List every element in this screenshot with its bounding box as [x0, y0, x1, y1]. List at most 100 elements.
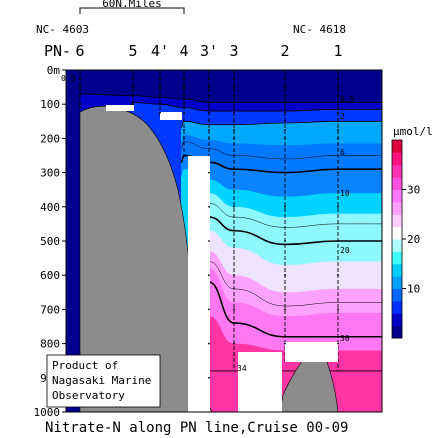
contour-line-2: [129, 102, 382, 112]
sample-point: [337, 137, 339, 140]
y-tick-label: 800: [40, 338, 60, 351]
colorbar-band: [392, 313, 402, 327]
sample-point: [337, 205, 339, 208]
contour-label-10: 10: [340, 189, 350, 198]
sample-point: [233, 111, 235, 114]
colorbar-unit: μmol/l: [393, 125, 433, 138]
station-label-3: 4: [179, 42, 188, 60]
sample-point: [159, 86, 161, 88]
contour-label-30: 30: [340, 334, 350, 343]
y-tick-label: 300: [40, 167, 60, 180]
y-tick-label: 500: [40, 235, 60, 248]
sample-point: [233, 240, 235, 242]
sample-point: [233, 86, 235, 88]
plot-area: [65, 69, 383, 413]
colorbar-tick-label: 20: [407, 233, 420, 246]
sample-point: [284, 120, 286, 123]
credit-line-3: Observatory: [52, 389, 125, 402]
contour-label-6: 6: [340, 148, 345, 157]
sample-point: [208, 342, 210, 345]
station-prefix: PN-: [44, 42, 71, 60]
sample-point: [159, 103, 161, 106]
contour-label-20: 20: [340, 246, 350, 255]
station-label-6: 2: [280, 42, 289, 60]
sample-point: [208, 86, 210, 88]
sample-point: [132, 86, 134, 88]
sample-point: [233, 342, 235, 345]
sample-point: [183, 103, 185, 106]
sample-point: [337, 94, 339, 97]
colorbar-band: [392, 152, 402, 166]
station-label-1: 5: [128, 42, 137, 60]
sample-point: [233, 205, 235, 208]
y-tick-label: 700: [40, 303, 60, 316]
contour-label-34: 34: [237, 364, 247, 373]
credit-line-1: Product of: [52, 359, 118, 372]
sample-point: [208, 274, 210, 277]
sample-point: [132, 94, 134, 97]
sample-point: [159, 94, 161, 97]
y-tick-label: 1000: [34, 406, 61, 419]
sample-point: [208, 376, 210, 379]
contour-label-0-5-left: 0.5: [61, 74, 76, 83]
sample-point: [284, 86, 286, 88]
sample-point: [337, 128, 339, 131]
sample-point: [337, 240, 339, 242]
sample-point: [284, 205, 286, 208]
sample-point: [284, 111, 286, 114]
sample-point: [233, 103, 235, 106]
station-code-left: NC- 4603: [36, 23, 89, 36]
sample-point: [233, 94, 235, 97]
colorbar-band: [392, 251, 402, 265]
sample-point: [208, 120, 210, 123]
sample-point: [208, 128, 210, 131]
sample-point: [183, 128, 185, 131]
sample-point: [208, 137, 210, 140]
colorbar-band: [392, 177, 402, 190]
sample-point: [233, 137, 235, 140]
chart-title: Nitrate-N along PN line,Cruise 00-09: [45, 420, 348, 436]
sample-point: [233, 171, 235, 174]
sample-point: [337, 111, 339, 114]
colorbar-band: [392, 214, 402, 228]
station-code-right: NC- 4618: [293, 23, 346, 36]
sample-point: [132, 77, 134, 80]
colorbar-tick-label: 30: [407, 184, 420, 197]
sample-point: [79, 103, 81, 106]
sample-point: [183, 77, 185, 80]
colorbar-band: [392, 276, 402, 289]
sample-point: [284, 308, 286, 311]
sample-point: [159, 77, 161, 80]
sample-point: [337, 171, 339, 174]
y-tick-label: 0m: [47, 64, 61, 77]
sample-point: [208, 308, 210, 311]
sample-point: [233, 128, 235, 131]
sample-point: [79, 94, 81, 97]
sample-point: [208, 205, 210, 208]
station-labels: PN- 6 5 4' 4 3' 3 2 1: [44, 42, 343, 60]
scale-bar: 60N.Miles: [79, 0, 185, 14]
sample-point: [284, 274, 286, 277]
sample-point: [284, 171, 286, 174]
colorbar-band: [392, 263, 402, 277]
sample-point: [183, 111, 185, 114]
colorbar-band: [392, 300, 402, 314]
station-label-5: 3: [229, 42, 238, 60]
sample-point: [337, 120, 339, 123]
sample-point: [337, 86, 339, 88]
sample-point: [337, 274, 339, 277]
sample-point: [337, 308, 339, 311]
station-label-7: 1: [333, 42, 342, 60]
sample-point: [183, 137, 185, 140]
sample-point: [183, 120, 185, 123]
y-tick-label: 200: [40, 132, 60, 145]
station-label-4: 3': [200, 42, 218, 60]
sample-point: [208, 103, 210, 106]
colorbar-band: [392, 164, 402, 178]
colorbar-band: [392, 325, 402, 339]
sample-point: [233, 274, 235, 277]
sample-point: [208, 111, 210, 114]
colorbar: μmol/l 30 20 10: [391, 125, 433, 339]
sample-point: [284, 94, 286, 97]
